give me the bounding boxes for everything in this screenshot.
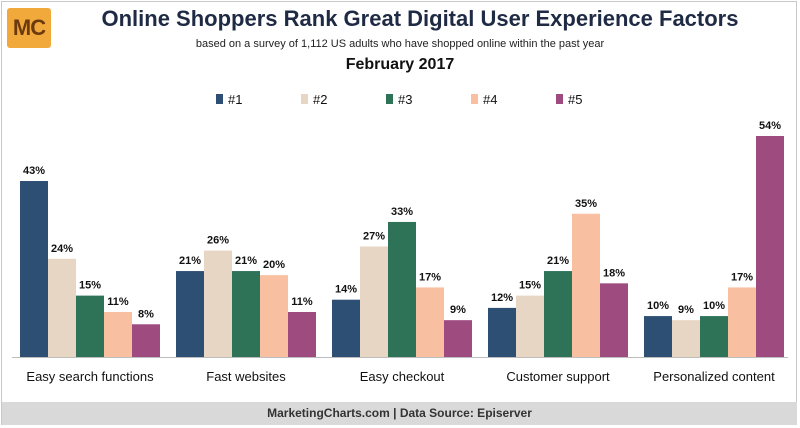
bar-1-3	[76, 295, 104, 357]
data-label-5-2: 9%	[678, 304, 694, 316]
bar-2-4	[260, 275, 288, 357]
data-label-4-3: 21%	[547, 255, 569, 267]
bar-4-4	[572, 213, 600, 357]
data-label-4-2: 15%	[519, 280, 541, 292]
legend-swatch-2	[301, 94, 308, 104]
category-label-1: Easy search functions	[26, 369, 154, 384]
bar-5-1	[644, 316, 672, 357]
data-label-1-5: 8%	[138, 308, 154, 320]
legend-swatch-5	[556, 94, 563, 104]
bar-2-5	[288, 311, 316, 357]
bar-4-3	[544, 271, 572, 357]
data-label-3-1: 14%	[335, 284, 357, 296]
legend-label-3: #3	[398, 92, 412, 107]
data-label-2-4: 20%	[263, 259, 285, 271]
source-footer: MarketingCharts.com | Data Source: Epise…	[2, 402, 797, 425]
chart-title: Online Shoppers Rank Great Digital User …	[101, 6, 739, 31]
data-label-5-5: 54%	[759, 120, 781, 132]
bar-3-1	[332, 299, 360, 357]
chart-date: February 2017	[345, 56, 455, 73]
data-label-1-2: 24%	[51, 243, 73, 255]
category-label-2: Fast websites	[206, 369, 286, 384]
bar-2-2	[204, 250, 232, 357]
legend-label-4: #4	[483, 92, 497, 107]
legend-label-5: #5	[568, 92, 582, 107]
chart-subtitle: based on a survey of 1,112 US adults who…	[195, 38, 605, 50]
bar-5-3	[700, 316, 728, 357]
bar-4-1	[488, 307, 516, 357]
bar-1-2	[48, 258, 76, 357]
category-label-5: Personalized content	[653, 369, 775, 384]
bar-5-4	[728, 287, 756, 357]
legend-swatch-3	[386, 94, 393, 104]
category-label-3: Easy checkout	[360, 369, 445, 384]
data-label-2-2: 26%	[207, 235, 229, 247]
bar-4-2	[516, 295, 544, 357]
data-label-3-3: 33%	[391, 206, 413, 218]
data-label-4-1: 12%	[491, 292, 513, 304]
data-label-5-1: 10%	[647, 300, 669, 312]
bar-2-1	[176, 271, 204, 357]
bar-3-5	[444, 320, 472, 357]
bar-3-3	[388, 221, 416, 357]
bar-3-4	[416, 287, 444, 357]
data-label-5-4: 17%	[731, 271, 753, 283]
legend-swatch-4	[471, 94, 478, 104]
data-label-1-4: 11%	[107, 296, 129, 308]
bar-1-1	[20, 181, 48, 357]
legend-label-1: #1	[228, 92, 242, 107]
bar-2-3	[232, 271, 260, 357]
bar-3-2	[360, 246, 388, 357]
bar-1-4	[104, 311, 132, 357]
bar-1-5	[132, 324, 160, 357]
data-label-1-1: 43%	[23, 165, 45, 177]
bar-4-5	[600, 283, 628, 357]
data-label-3-5: 9%	[450, 304, 466, 316]
data-label-3-4: 17%	[419, 271, 441, 283]
data-label-1-3: 15%	[79, 280, 101, 292]
legend-label-2: #2	[313, 92, 327, 107]
bar-5-5	[756, 136, 784, 357]
category-label-4: Customer support	[506, 369, 610, 384]
data-label-4-5: 18%	[603, 267, 625, 279]
data-label-4-4: 35%	[575, 198, 597, 210]
data-label-2-3: 21%	[235, 255, 257, 267]
bar-5-2	[672, 320, 700, 357]
data-label-3-2: 27%	[363, 231, 385, 243]
legend-swatch-1	[216, 94, 223, 104]
data-label-5-3: 10%	[703, 300, 725, 312]
data-label-2-5: 11%	[291, 296, 313, 308]
marketingcharts-logo: MC	[7, 8, 51, 48]
data-label-2-1: 21%	[179, 255, 201, 267]
